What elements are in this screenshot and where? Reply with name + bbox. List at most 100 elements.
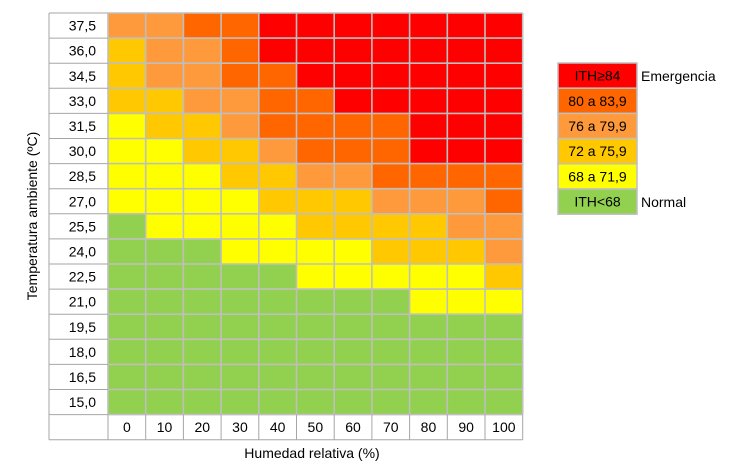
heatmap-cell-28,5-50: [296, 163, 335, 189]
heatmap-cell-28,5-0: [108, 163, 146, 189]
legend-label: ITH<68: [574, 194, 621, 210]
heatmap-cell-21,0-40: [258, 289, 297, 315]
x-tick-label: 80: [421, 419, 437, 435]
heatmap-cell-30,0-60: [334, 138, 372, 164]
legend-label: 68 a 71,9: [568, 168, 627, 184]
heatmap-cell-19,5-50: [296, 314, 335, 340]
heatmap-cell-19,5-60: [334, 314, 372, 340]
heatmap-cell-22,5-30: [221, 264, 259, 290]
legend-annotation-emergencia: Emergencia: [641, 68, 716, 84]
heatmap-cell-37,5-70: [371, 13, 410, 39]
heatmap-cell-31,5-90: [447, 113, 485, 139]
heatmap-cell-27,0-30: [221, 188, 259, 214]
heatmap-cell-27,0-70: [371, 188, 410, 214]
heatmap-cell-22,5-0: [108, 264, 146, 290]
legend-label: 80 a 83,9: [568, 93, 627, 109]
heatmap-cell-16,5-0: [108, 364, 146, 390]
x-tick-label: 30: [232, 419, 248, 435]
heatmap-cell-19,5-0: [108, 314, 146, 340]
heatmap-cell-36,0-100: [485, 38, 523, 64]
heatmap-cell-21,0-90: [447, 289, 485, 315]
heatmap-cell-30,0-80: [409, 138, 448, 164]
x-tick-label: 100: [492, 419, 516, 435]
heatmap-cell-21,0-50: [296, 289, 335, 315]
heatmap-cell-28,5-60: [334, 163, 372, 189]
heatmap-cell-18,0-60: [334, 339, 372, 365]
y-tick-label: 25,5: [69, 218, 96, 234]
heatmap-grid: [48, 12, 524, 441]
heatmap-cell-33,0-60: [334, 88, 372, 114]
legend-swatch: [557, 163, 638, 190]
heatmap-cell-18,0-70: [371, 339, 410, 365]
heatmap-cell-22,5-40: [258, 264, 297, 290]
heatmap-cell-30,0-50: [296, 138, 335, 164]
heatmap-cell-15,0-90: [447, 389, 485, 415]
heatmap-cell-21,0-80: [409, 289, 448, 315]
heatmap-cell-25,5-60: [334, 213, 372, 239]
heatmap-cell-18,0-30: [221, 339, 259, 365]
heatmap-cell-37,5-50: [296, 13, 335, 39]
heatmap-cell-16,5-40: [258, 364, 297, 390]
y-tick-label: 33,0: [69, 93, 96, 109]
heatmap-cell-36,0-30: [221, 38, 259, 64]
heatmap-cell-34,5-80: [409, 63, 448, 89]
y-axis-title: Temperatura ambiente (ºC): [24, 132, 40, 301]
heatmap-cell-25,5-30: [221, 213, 259, 239]
heatmap-cell-18,0-90: [447, 339, 485, 365]
heatmap-cell-33,0-20: [183, 88, 222, 114]
heatmap-cell-36,0-80: [409, 38, 448, 64]
heatmap-cell-16,5-90: [447, 364, 485, 390]
heatmap-cell-27,0-90: [447, 188, 485, 214]
heatmap-cell-34,5-90: [447, 63, 485, 89]
y-tick-label: 21,0: [69, 294, 96, 310]
heatmap-cell-25,5-20: [183, 213, 222, 239]
heatmap-cell-34,5-30: [221, 63, 259, 89]
heatmap-cell-18,0-20: [183, 339, 222, 365]
heatmap-cell-27,0-40: [258, 188, 297, 214]
heatmap-cell-36,0-10: [145, 38, 184, 64]
heatmap-cell-24,0-30: [221, 238, 259, 264]
heatmap-cell-25,5-80: [409, 213, 448, 239]
heatmap-cell-25,5-0: [108, 213, 146, 239]
heatmap-cell-25,5-40: [258, 213, 297, 239]
heatmap-cell-27,0-80: [409, 188, 448, 214]
legend-label: 72 a 75,9: [568, 143, 627, 159]
heatmap-cell-22,5-80: [409, 264, 448, 290]
heatmap-cell-18,0-80: [409, 339, 448, 365]
x-tick-label: 70: [383, 419, 399, 435]
heatmap-cell-37,5-10: [145, 13, 184, 39]
heatmap-cell-27,0-100: [485, 188, 523, 214]
heatmap-cell-34,5-70: [371, 63, 410, 89]
heatmap-cell-28,5-90: [447, 163, 485, 189]
heatmap-cell-21,0-20: [183, 289, 222, 315]
heatmap-cell-18,0-0: [108, 339, 146, 365]
heatmap-cell-15,0-50: [296, 389, 335, 415]
heatmap-cell-22,5-20: [183, 264, 222, 290]
heatmap-cell-31,5-20: [183, 113, 222, 139]
heatmap-cell-28,5-40: [258, 163, 297, 189]
y-tick-label: 30,0: [69, 143, 96, 159]
heatmap-cell-37,5-80: [409, 13, 448, 39]
heatmap-cell-16,5-10: [145, 364, 184, 390]
heatmap-cell-37,5-90: [447, 13, 485, 39]
heatmap-cell-21,0-60: [334, 289, 372, 315]
heatmap-cell-27,0-50: [296, 188, 335, 214]
heatmap-cell-16,5-50: [296, 364, 335, 390]
heatmap-cell-19,5-80: [409, 314, 448, 340]
heatmap-cell-16,5-60: [334, 364, 372, 390]
heatmap-cell-33,0-90: [447, 88, 485, 114]
y-tick-label: 27,0: [69, 193, 96, 209]
heatmap-cell-33,0-30: [221, 88, 259, 114]
heatmap-cell-25,5-70: [371, 213, 410, 239]
y-tick-label: 24,0: [69, 243, 96, 259]
heatmap-cell-19,5-70: [371, 314, 410, 340]
heatmap-cell-21,0-30: [221, 289, 259, 315]
heatmap-cell-33,0-0: [108, 88, 146, 114]
heatmap-cell-24,0-10: [145, 238, 184, 264]
heatmap-cell-27,0-0: [108, 188, 146, 214]
heatmap-cell-21,0-10: [145, 289, 184, 315]
heatmap-cell-30,0-70: [371, 138, 410, 164]
heatmap-cell-27,0-20: [183, 188, 222, 214]
heatmap-cell-24,0-70: [371, 238, 410, 264]
